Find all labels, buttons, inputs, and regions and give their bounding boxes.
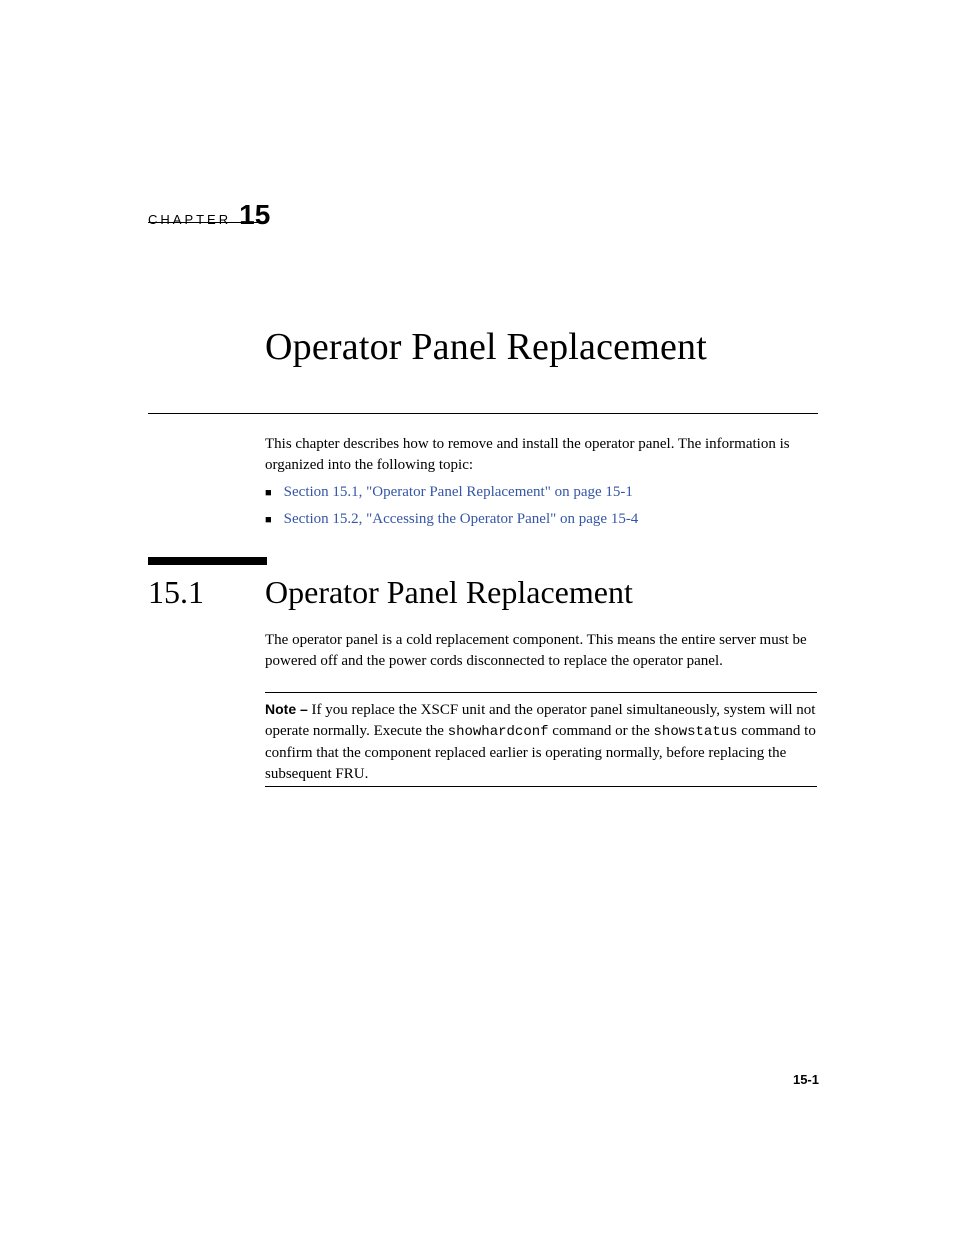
xref-link[interactable]: Section 15.1, "Operator Panel Replacemen… [284,480,633,505]
intro-paragraph: This chapter describes how to remove and… [265,434,825,476]
page-number: 15-1 [793,1072,819,1087]
note-paragraph: Note – If you replace the XSCF unit and … [265,700,825,785]
note-text: command or the [549,723,654,739]
code-inline: showhardconf [448,724,549,740]
list-item: ■ Section 15.2, "Accessing the Operator … [265,507,825,532]
list-item: ■ Section 15.1, "Operator Panel Replacem… [265,480,825,505]
section-bar [148,557,267,565]
chapter-label: CHAPTER [148,212,231,227]
chapter-underline [148,222,267,223]
xref-link[interactable]: Section 15.2, "Accessing the Operator Pa… [284,507,639,532]
section-paragraph: The operator panel is a cold replacement… [265,630,825,672]
bullet-marker-icon: ■ [265,510,272,531]
note-rule-top [265,692,817,693]
section-title: Operator Panel Replacement [265,574,633,611]
note-label: Note – [265,701,308,717]
chapter-heading: CHAPTER 15 [148,199,270,231]
note-rule-bottom [265,786,817,787]
chapter-number: 15 [239,199,270,231]
code-inline: showstatus [654,724,738,740]
chapter-title: Operator Panel Replacement [265,325,707,369]
bullet-marker-icon: ■ [265,483,272,504]
document-page: CHAPTER 15 Operator Panel Replacement Th… [0,0,954,1235]
section-heading: 15.1 Operator Panel Replacement [148,574,828,611]
bullet-list: ■ Section 15.1, "Operator Panel Replacem… [265,480,825,534]
section-number: 15.1 [148,574,265,611]
horizontal-rule [148,413,818,414]
